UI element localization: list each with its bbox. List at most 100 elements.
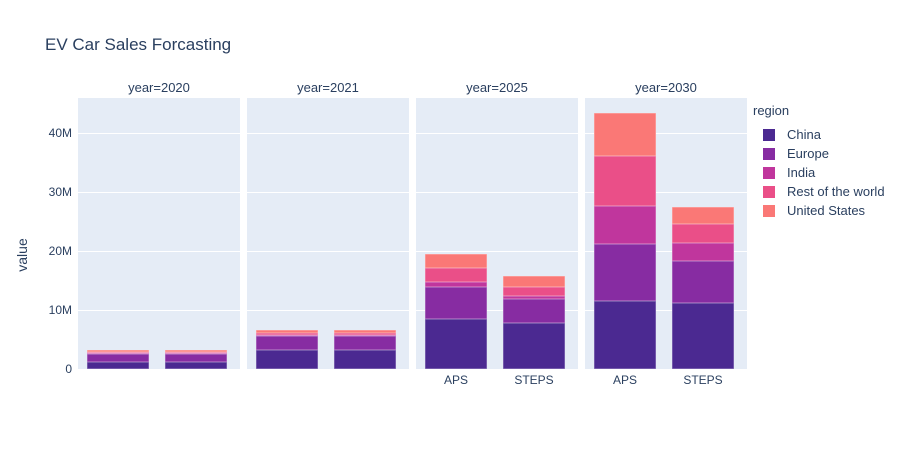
bar-segment-europe[interactable] (165, 353, 227, 362)
bar-segment-india[interactable] (87, 353, 149, 354)
legend-item-india[interactable]: India (753, 163, 885, 182)
gridline-20m (78, 250, 240, 252)
legend-swatch-europe (763, 147, 775, 160)
gridline-20m (416, 250, 578, 252)
y-tick-label-30m: 30M (48, 184, 72, 199)
gridline-30m (416, 191, 578, 193)
bar-segment-china[interactable] (594, 301, 656, 369)
facet-panel-year-2020 (78, 98, 240, 369)
facet-title-year-2020: year=2020 (128, 80, 190, 95)
legend-label-china: China (787, 127, 821, 142)
facet-panel-year-2030 (585, 98, 747, 369)
bar-segment-europe[interactable] (425, 286, 487, 319)
legend-swatch-india (763, 166, 775, 179)
legend-item-europe[interactable]: Europe (753, 144, 885, 163)
legend-items: China Europe India Rest of the world United … (753, 125, 885, 220)
gridline-20m (585, 250, 747, 252)
bar-segment-united-states[interactable] (256, 329, 318, 334)
legend-label-india: India (787, 165, 816, 180)
chart-title: EV Car Sales Forcasting (45, 35, 232, 54)
legend: region China Europe India Rest of the world… (753, 103, 885, 220)
bar-segment-china[interactable] (256, 349, 318, 369)
x-tick-label-aps: APS (443, 373, 468, 387)
bar-segment-europe[interactable] (503, 299, 565, 323)
bar-segment-europe[interactable] (334, 335, 396, 350)
stacked-bar-year-2020-1[interactable] (87, 350, 149, 369)
legend-label-rest-of-the-world: Rest of the world (787, 184, 885, 199)
facet-title-year-2025: year=2025 (466, 80, 528, 95)
bar-segment-china[interactable] (425, 318, 487, 369)
bar-segment-united-states[interactable] (87, 350, 149, 352)
bar-segment-china[interactable] (334, 349, 396, 369)
gridline-10m (416, 309, 578, 311)
bar-segment-india[interactable] (256, 335, 318, 336)
legend-item-rest-of-the-world[interactable]: Rest of the world (753, 182, 885, 201)
facet-panel-year-2021 (247, 98, 409, 369)
bar-segment-india[interactable] (594, 206, 656, 244)
bar-segment-europe[interactable] (672, 260, 734, 303)
bar-segment-rest-of-the-world[interactable] (165, 351, 227, 354)
bar-segment-china[interactable] (87, 361, 149, 369)
bar-segment-india[interactable] (672, 243, 734, 261)
facet-title-year-2021: year=2021 (297, 80, 359, 95)
x-tick-label-steps: STEPS (683, 373, 723, 387)
x-tick-label-aps: APS (612, 373, 637, 387)
bar-segment-india[interactable] (165, 353, 227, 354)
stacked-bar-year-2025-steps[interactable] (503, 276, 565, 369)
facet-title-year-2030: year=2030 (635, 80, 697, 95)
legend-label-united-states: United States (787, 203, 866, 218)
bar-segment-india[interactable] (334, 335, 396, 336)
gridline-40m (416, 132, 578, 134)
bar-segment-rest-of-the-world[interactable] (503, 286, 565, 297)
bar-segment-rest-of-the-world[interactable] (594, 156, 656, 207)
gridline-40m (247, 132, 409, 134)
bar-segment-united-states[interactable] (503, 276, 565, 287)
bar-segment-rest-of-the-world[interactable] (334, 333, 396, 336)
gridline-30m (78, 191, 240, 193)
stacked-bar-year-2030-aps[interactable] (594, 112, 656, 369)
bar-segment-rest-of-the-world[interactable] (425, 268, 487, 283)
bar-segment-europe[interactable] (256, 335, 318, 350)
bar-segment-united-states[interactable] (425, 253, 487, 269)
bar-segment-india[interactable] (503, 296, 565, 300)
y-tick-label-40m: 40M (48, 125, 72, 140)
bar-segment-china[interactable] (165, 361, 227, 369)
bar-segment-china[interactable] (672, 302, 734, 369)
bar-segment-india[interactable] (425, 282, 487, 287)
bar-segment-china[interactable] (503, 322, 565, 369)
y-tick-label-10m: 10M (48, 302, 72, 317)
stacked-bar-year-2020-2[interactable] (165, 350, 227, 369)
gridline-20m (247, 250, 409, 252)
bar-segment-europe[interactable] (87, 353, 149, 362)
legend-label-europe: Europe (787, 146, 829, 161)
bar-segment-europe[interactable] (594, 243, 656, 302)
gridline-10m (247, 309, 409, 311)
stacked-bar-year-2021-2[interactable] (334, 329, 396, 369)
legend-swatch-united-states (763, 204, 775, 217)
bar-segment-rest-of-the-world[interactable] (87, 351, 149, 354)
bar-segment-united-states[interactable] (165, 350, 227, 352)
gridline-10m (585, 309, 747, 311)
stacked-bar-year-2025-aps[interactable] (425, 253, 487, 369)
gridline-10m (78, 309, 240, 311)
gridline-40m (78, 132, 240, 134)
bar-segment-united-states[interactable] (334, 329, 396, 334)
legend-item-china[interactable]: China (753, 125, 885, 144)
bar-segment-rest-of-the-world[interactable] (256, 333, 318, 336)
stacked-bar-year-2021-1[interactable] (256, 329, 318, 369)
bar-segment-united-states[interactable] (672, 206, 734, 225)
facet-panel-year-2025 (416, 98, 578, 369)
gridline-40m (585, 132, 747, 134)
y-tick-label-0: 0 (65, 362, 72, 376)
x-tick-label-steps: STEPS (514, 373, 554, 387)
gridline-30m (247, 191, 409, 193)
bar-segment-rest-of-the-world[interactable] (672, 224, 734, 244)
y-tick-label-20m: 20M (48, 243, 72, 258)
stacked-bar-year-2030-steps[interactable] (672, 206, 734, 369)
gridline-30m (585, 191, 747, 193)
legend-swatch-china (763, 128, 775, 141)
legend-title: region (753, 103, 790, 118)
legend-item-united-states[interactable]: United States (753, 201, 885, 220)
bar-segment-united-states[interactable] (594, 112, 656, 157)
